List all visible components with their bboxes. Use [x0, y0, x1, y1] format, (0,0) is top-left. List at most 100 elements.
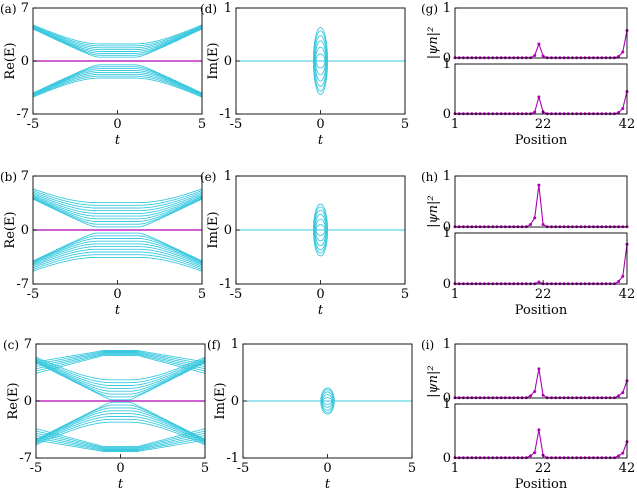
y-tick-label: 0 [24, 394, 32, 409]
energy-band-line [36, 357, 205, 384]
y-tick-label: -1 [219, 277, 232, 292]
density-point [617, 454, 621, 458]
x-tick-label: 1 [451, 461, 459, 476]
imag-ellipse [320, 389, 335, 413]
y-tick-label: 0 [443, 51, 451, 66]
panel-e: -5 0 510-1(e)tIm(E) [200, 169, 409, 318]
density-point [529, 394, 533, 398]
x-tick-label: 22 [535, 461, 552, 476]
axes-frame [454, 63, 628, 115]
y-axis-label: Im(E) [206, 211, 221, 248]
x-axis-label: Position [515, 477, 568, 492]
x-axis-label: t [118, 477, 124, 492]
y-tick-label: -7 [16, 277, 29, 292]
outer-band-line [36, 351, 205, 365]
outer-band-line [36, 437, 205, 451]
y-axis-label: |ψn|² [426, 195, 441, 228]
x-tick-label: 5 [198, 287, 206, 302]
x-tick-label: 5 [401, 287, 409, 302]
x-tick-label: 42 [619, 287, 636, 302]
energy-band-line [33, 191, 202, 209]
outer-band-line [36, 352, 205, 367]
panel-label: (c) [3, 338, 19, 352]
density-point [617, 111, 621, 114]
axes-frame [454, 232, 628, 285]
density-point [533, 451, 537, 455]
x-tick-label: 0 [116, 461, 124, 476]
panel-f: -5 0 510-1(f)tIm(E) [207, 337, 416, 492]
panel-label: (b) [0, 170, 17, 184]
energy-band-line [33, 28, 202, 56]
density-point [537, 428, 541, 432]
y-tick-label: 7 [21, 169, 29, 184]
y-tick-label: -1 [219, 107, 232, 122]
imag-ellipse [313, 206, 328, 254]
x-tick-label: 0 [316, 117, 324, 132]
panel-label: (a) [0, 2, 17, 16]
outer-band-line [36, 435, 205, 450]
energy-band-line [33, 66, 202, 94]
y-tick-label: 0 [231, 394, 239, 409]
density-point [529, 454, 533, 458]
outer-band-line [36, 439, 205, 452]
density-point [541, 393, 545, 397]
energy-band-line [33, 70, 202, 95]
panel-label: (e) [200, 170, 216, 184]
axes-frame [454, 175, 628, 228]
energy-band-line [33, 194, 202, 214]
density-point [621, 107, 625, 110]
y-tick-label: 1 [224, 1, 232, 16]
density-point [533, 54, 537, 57]
density-point [537, 95, 541, 99]
imag-ellipse [313, 30, 328, 92]
outer-band-line [36, 430, 205, 449]
panel-c: -5 0 5 7 0 -7 (c) t Re(E) [3, 337, 209, 492]
y-tick-label: 1 [443, 57, 451, 72]
panel-label: (h) [421, 170, 438, 184]
density-line [455, 429, 628, 459]
y-tick-label: 0 [21, 223, 29, 238]
y-tick-label: 0 [443, 107, 451, 122]
density-line [455, 185, 627, 228]
y-tick-label: 1 [443, 226, 451, 241]
y-tick-label: 1 [443, 337, 451, 352]
imag-ellipse [314, 35, 327, 87]
y-axis-label: Im(E) [213, 382, 228, 419]
energy-band-line [33, 188, 202, 204]
energy-band-line [36, 356, 205, 381]
energy-band-line [33, 195, 202, 217]
energy-band-line [33, 25, 202, 47]
density-point [537, 280, 541, 284]
density-point [537, 42, 541, 46]
y-tick-label: -7 [19, 451, 32, 466]
energy-band-line [36, 410, 205, 442]
x-tick-label: 42 [619, 461, 636, 476]
panel-label: (i) [421, 338, 434, 352]
density-point [621, 451, 625, 455]
y-axis-label: Re(E) [3, 211, 18, 248]
density-point [617, 394, 621, 398]
x-tick-label: 5 [408, 461, 416, 476]
imag-ellipse [312, 203, 329, 257]
density-point [621, 274, 625, 278]
outer-band-line [36, 354, 205, 374]
y-tick-label: 0 [443, 391, 451, 406]
y-tick-label: -1 [226, 451, 239, 466]
energy-band-line [33, 190, 202, 206]
energy-band-line [33, 232, 202, 262]
x-tick-label: 22 [535, 117, 552, 132]
density-point [541, 54, 545, 58]
imag-ellipse [320, 387, 335, 415]
density-point [617, 279, 621, 283]
y-axis-label: |ψn|² [426, 365, 441, 398]
imag-ellipse [321, 391, 334, 411]
x-axis-label: Position [515, 133, 568, 148]
density-point [621, 391, 625, 395]
y-tick-label: 0 [443, 451, 451, 466]
y-tick-label: 1 [443, 169, 451, 184]
x-tick-label: 0 [323, 461, 331, 476]
imag-ellipse [315, 224, 326, 236]
